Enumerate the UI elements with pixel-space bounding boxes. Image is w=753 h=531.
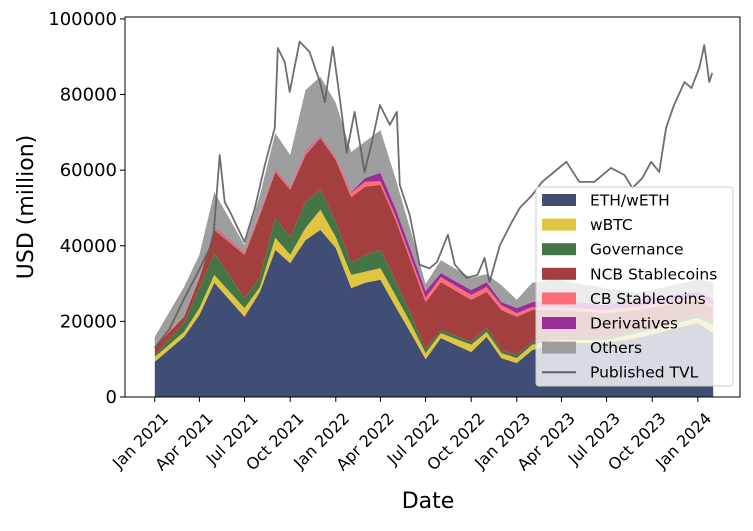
- legend-swatch: [542, 341, 576, 354]
- legend-entry-published-tvl: Published TVL: [542, 364, 699, 382]
- y-tick-label: 60000: [60, 160, 117, 181]
- published-tvl-line: [154, 40, 714, 349]
- x-axis-label: Date: [402, 489, 455, 514]
- legend-entry-governance: Governance: [542, 241, 684, 259]
- y-tick-label: 20000: [60, 311, 117, 332]
- y-tick-label: 80000: [60, 85, 117, 106]
- legend-label: Others: [590, 339, 642, 357]
- y-axis-ticks: 0 20000 40000 60000 80000 100000: [48, 9, 125, 408]
- legend-entry-ncb-stablecoins: NCB Stablecoins: [542, 265, 717, 283]
- area-others: [154, 76, 714, 346]
- legend-label: NCB Stablecoins: [590, 265, 717, 283]
- legend-entry-derivatives: Derivatives: [542, 315, 678, 333]
- legend-swatch: [542, 317, 576, 329]
- y-tick-label: 40000: [60, 236, 117, 257]
- legend-label: CB Stablecoins: [590, 290, 706, 308]
- legend-swatch: [542, 292, 576, 305]
- area-ncb-stablecoins: [154, 138, 714, 355]
- plot-frame: [124, 16, 741, 398]
- legend-label: ETH/wETH: [590, 192, 670, 210]
- legend-label: Published TVL: [590, 364, 699, 382]
- legend-swatch: [542, 267, 576, 280]
- legend: ETH/wETH wBTC Governance NCB Stablecoins CB …: [535, 186, 734, 387]
- published-tvl-line-group: [154, 40, 714, 349]
- y-tick-label: 0: [106, 387, 117, 408]
- legend-label: wBTC: [590, 216, 633, 234]
- area-wbtc: [154, 209, 714, 363]
- y-axis-label: USD (million): [14, 135, 39, 279]
- legend-swatch: [542, 243, 576, 256]
- legend-entry-cb-stablecoins: CB Stablecoins: [542, 290, 706, 308]
- y-tick-label: 100000: [48, 9, 117, 30]
- area-governance: [154, 189, 714, 359]
- legend-entry-wbtc: wBTC: [542, 216, 633, 234]
- legend-swatch: [542, 194, 576, 206]
- legend-box: [535, 186, 734, 387]
- legend-label: Governance: [590, 241, 684, 259]
- legend-entry-others: Others: [542, 339, 642, 357]
- legend-swatch: [542, 218, 576, 231]
- legend-label: Derivatives: [590, 315, 678, 333]
- legend-entry-eth-weth: ETH/wETH: [542, 192, 670, 210]
